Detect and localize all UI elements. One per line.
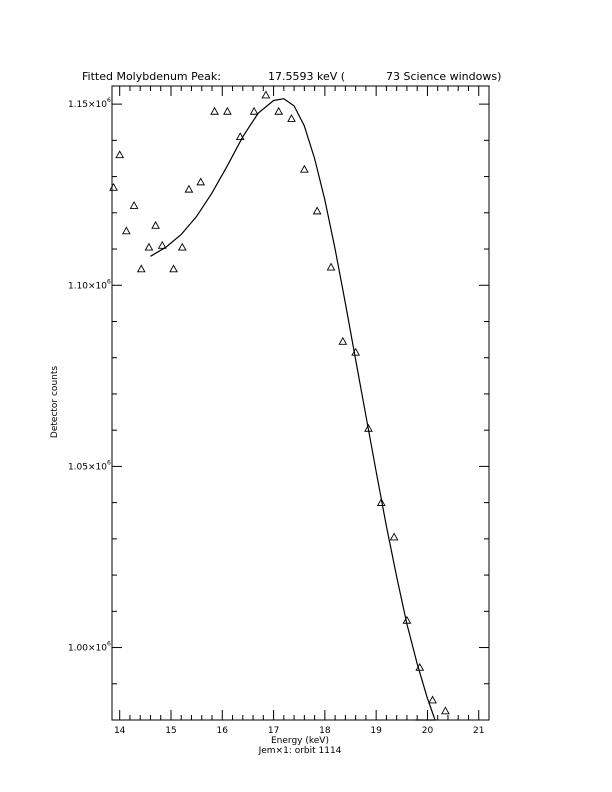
- data-point: [428, 695, 437, 704]
- data-points: [109, 90, 450, 715]
- y-tick-exponent: 6: [107, 278, 111, 285]
- data-point: [364, 423, 373, 432]
- y-tick-exponent: 6: [107, 459, 111, 466]
- x-axis-sublabel: Jem×1: orbit 1114: [258, 746, 342, 756]
- data-point: [115, 150, 125, 159]
- fit-series: [150, 98, 436, 721]
- chart-title: Fitted Molybdenum Peak:: [82, 70, 221, 83]
- data-point: [144, 242, 154, 251]
- y-tick-labels: 1.00×10 61.05×10 61.10×10 61.15×10 6: [68, 97, 111, 653]
- data-point: [196, 177, 206, 186]
- data-point: [287, 114, 296, 122]
- data-point: [184, 184, 194, 193]
- data-point: [136, 264, 146, 273]
- data-point: [157, 240, 167, 249]
- data-point: [326, 262, 336, 271]
- data-point: [129, 201, 139, 209]
- x-axis-label: Energy (keV): [271, 736, 329, 746]
- y-axis-label: Detector counts: [50, 366, 60, 438]
- data-point: [169, 264, 178, 273]
- data-point: [402, 615, 412, 624]
- data-point: [210, 106, 219, 115]
- data-point: [351, 347, 361, 356]
- data-point: [441, 706, 450, 715]
- x-tick-label: 20: [422, 726, 434, 736]
- data-point: [415, 662, 425, 671]
- chart-title-value: 17.5593 keV (: [268, 70, 345, 83]
- data-point: [338, 336, 348, 345]
- data-point: [312, 206, 322, 215]
- data-point: [121, 226, 131, 235]
- data-point: [235, 132, 245, 141]
- y-tick-exponent: 6: [107, 97, 111, 104]
- y-tick-label: 1.10×10: [68, 281, 107, 291]
- data-point: [249, 106, 259, 115]
- chart-title-windows: 73 Science windows): [386, 70, 501, 83]
- y-tick-exponent: 6: [107, 641, 111, 648]
- data-point: [109, 182, 118, 191]
- x-tick-label: 16: [217, 726, 229, 736]
- plot-frame-rect: [111, 85, 490, 721]
- data-point: [376, 498, 386, 506]
- y-tick-label: 1.05×10: [68, 462, 107, 472]
- data-point: [177, 242, 187, 251]
- data-point: [223, 106, 232, 115]
- x-tick-label: 15: [165, 726, 176, 736]
- x-tick-label: 21: [473, 726, 484, 736]
- y-tick-label: 1.15×10: [68, 100, 107, 110]
- x-tick-label: 18: [319, 726, 331, 736]
- x-tick-label: 17: [268, 726, 279, 736]
- x-tick-labels: 14 15 16 17 18 19 20 21: [114, 726, 485, 736]
- x-tick-label: 14: [114, 726, 126, 736]
- data-point: [274, 106, 284, 115]
- fit-curve: [150, 98, 436, 721]
- data-point: [299, 164, 309, 173]
- plot-frame: [111, 85, 490, 721]
- axis-ticks: [112, 86, 490, 721]
- y-tick-label: 1.00×10: [68, 644, 107, 654]
- x-tick-label: 19: [370, 726, 382, 736]
- data-point: [151, 220, 160, 229]
- data-point: [389, 532, 399, 541]
- data-point: [261, 90, 271, 99]
